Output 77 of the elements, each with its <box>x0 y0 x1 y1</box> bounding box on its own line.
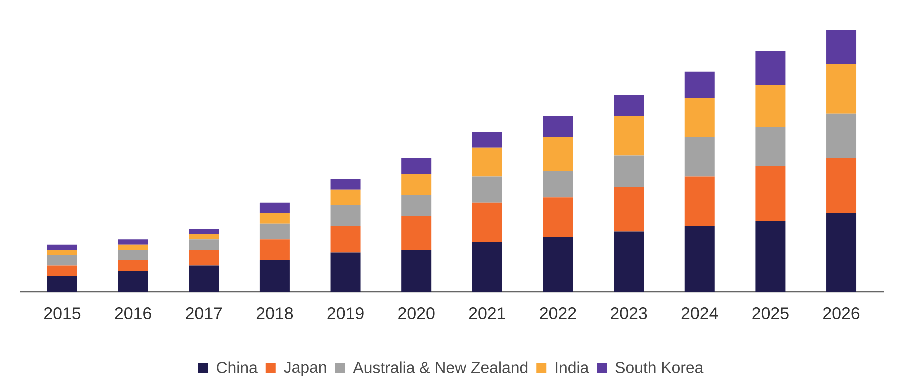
bar <box>47 255 78 266</box>
bar <box>118 260 148 272</box>
bar <box>189 234 220 240</box>
x-tick-label: 2024 <box>682 308 718 320</box>
bar <box>684 137 715 177</box>
bar <box>472 176 502 203</box>
x-tick-label: 2021 <box>469 308 506 320</box>
bar <box>472 132 502 148</box>
bar <box>47 266 78 276</box>
bar <box>189 250 220 266</box>
bar <box>684 176 715 226</box>
legend-label: Australia & New Zealand <box>353 362 528 374</box>
legend-label: India <box>556 362 590 374</box>
bar <box>756 50 786 86</box>
bar <box>756 221 786 292</box>
bar <box>189 240 220 250</box>
legend-label: South Korea <box>616 362 704 374</box>
bar <box>543 137 574 172</box>
bar <box>402 174 432 196</box>
bar <box>614 116 644 156</box>
bar <box>756 126 786 166</box>
x-tick-label: 2016 <box>115 308 152 320</box>
legend-label: China <box>217 362 258 374</box>
legend-label: Japan <box>284 362 326 376</box>
x-tick-label: 2019 <box>328 308 364 320</box>
bar <box>684 226 715 292</box>
bar <box>826 213 857 292</box>
x-tick-label: 2015 <box>44 308 81 320</box>
bar <box>402 250 432 292</box>
bar <box>402 216 432 250</box>
bar <box>543 116 574 138</box>
bar <box>260 260 290 292</box>
bar <box>330 226 361 253</box>
x-tick-label: 2022 <box>540 308 576 320</box>
bar <box>260 240 290 261</box>
bar <box>826 30 857 64</box>
bar <box>614 95 644 116</box>
bar <box>826 64 857 114</box>
bar <box>472 202 502 242</box>
bar <box>260 224 290 240</box>
bar <box>543 171 574 198</box>
bar <box>402 158 432 174</box>
bar <box>543 198 574 237</box>
x-tick-label: 2018 <box>256 308 294 320</box>
x-tick-label: 2017 <box>186 308 222 320</box>
bar <box>472 148 502 177</box>
bar <box>756 166 786 222</box>
bar <box>47 244 78 250</box>
bar <box>118 250 148 261</box>
bar <box>330 252 361 292</box>
bar <box>684 72 715 98</box>
bar <box>330 179 361 190</box>
bar <box>826 114 857 158</box>
x-tick-label: 2026 <box>824 308 860 320</box>
bar <box>118 271 148 292</box>
bar <box>189 229 220 234</box>
bar <box>260 202 290 214</box>
bar <box>614 156 644 188</box>
bar <box>189 266 220 292</box>
bar <box>614 187 644 232</box>
bar <box>472 242 502 292</box>
bar <box>684 98 715 138</box>
x-tick-label: 2023 <box>611 308 648 320</box>
bar <box>402 195 432 216</box>
bar <box>543 236 574 292</box>
bar <box>47 276 78 292</box>
bar <box>826 158 857 214</box>
bar <box>330 206 361 226</box>
bar <box>118 244 148 250</box>
x-tick-label: 2020 <box>398 308 435 320</box>
bar <box>260 213 290 224</box>
x-tick-label: 2025 <box>752 308 789 320</box>
bar <box>47 250 78 256</box>
bar <box>118 240 148 245</box>
bar <box>756 85 786 127</box>
bar <box>614 232 644 292</box>
bar <box>330 190 361 206</box>
